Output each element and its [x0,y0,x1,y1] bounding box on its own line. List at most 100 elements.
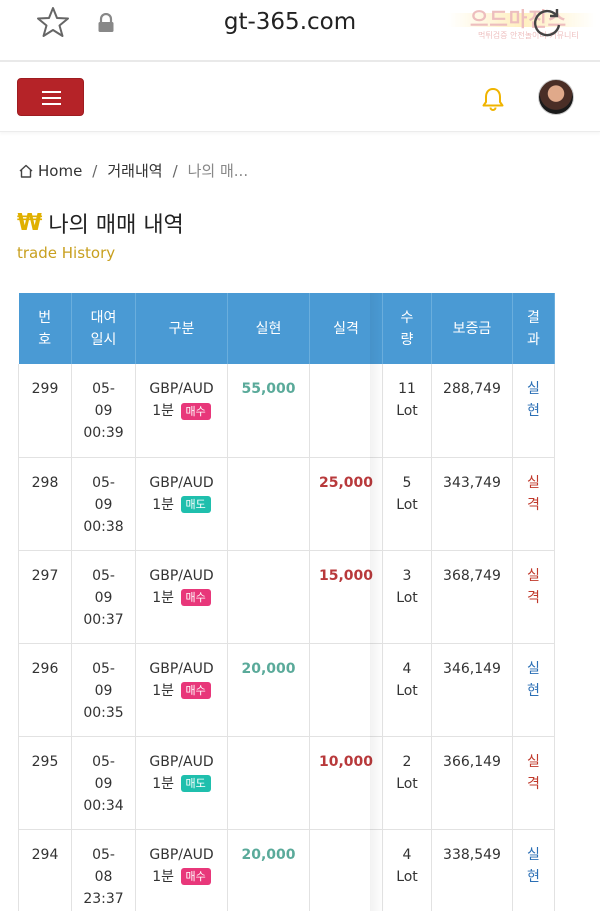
cell-no: 295 [18,736,72,830]
cell-loss: 15,000 [309,550,383,644]
avatar[interactable] [538,79,574,115]
reload-icon[interactable] [530,6,564,40]
cell-time: 05- 08 23:37 [71,829,136,911]
cell-qty: 3 Lot [382,550,432,644]
cell-period: 1분 [152,403,175,419]
cell-loss [309,829,383,911]
cell-loss: 25,000 [309,457,383,551]
side-badge: 매수 [180,402,211,420]
breadcrumb-current: 나의 매... [187,162,249,180]
cell-type: GBP/AUD 1분 매수 [135,550,228,644]
cell-pair: GBP/AUD [149,846,214,863]
cell-type: GBP/AUD 1분 매도 [135,736,228,830]
page-title-text: 나의 매매 내역 [48,213,184,238]
breadcrumb-trade-history[interactable]: 거래내역 [107,162,163,180]
side-badge: 매도 [180,496,211,513]
cell-type: GBP/AUD 1분 매도 [135,457,228,551]
side-badge: 매수 [180,868,211,885]
cell-period: 1분 [152,496,175,513]
cell-time: 05- 09 00:37 [71,550,136,644]
cell-loss [309,364,383,458]
breadcrumb-separator: / [92,161,98,180]
cell-no: 296 [18,643,72,737]
cell-deposit: 368,749 [431,550,513,644]
header-loss: 실격 [309,293,383,364]
won-icon: ₩ [17,210,43,236]
table-row: 299 05- 09 00:39 GBP/AUD 1분 매수 55,000 11 Lot 288,… [18,364,555,458]
url-text[interactable]: gt-365.com [223,9,357,35]
cell-loss [309,643,383,737]
watermark-logo: 으드마진스 먹튀검증 안전놀이터 커뮤니티 [448,3,598,43]
cell-qty: 2 Lot [382,736,432,830]
cell-profit: 20,000 [227,643,310,737]
page-subtitle: trade History [17,244,116,262]
cell-type: GBP/AUD 1분 매수 [135,364,228,458]
lock-icon[interactable] [97,13,115,33]
cell-qty: 5 Lot [382,457,432,551]
cell-deposit: 346,149 [431,643,513,737]
cell-time: 05- 09 00:34 [71,736,136,830]
cell-deposit: 366,149 [431,736,513,830]
cell-pair: GBP/AUD [149,660,214,677]
watermark-subtext: 먹튀검증 안전놀이터 커뮤니티 [478,31,579,40]
cell-profit: 55,000 [227,364,310,458]
cell-profit [227,457,310,551]
cell-qty: 4 Lot [382,643,432,737]
cell-pair: GBP/AUD [149,381,214,397]
table-row: 295 05- 09 00:34 GBP/AUD 1분 매도 10,000 2 Lot 366,1… [18,736,555,830]
cell-period: 1분 [152,868,175,885]
page-title: ₩ 나의 매매 내역 [17,207,184,239]
breadcrumb-separator: / [172,161,178,180]
cell-qty: 4 Lot [382,829,432,911]
breadcrumb-home[interactable]: Home [38,161,83,180]
side-badge: 매도 [180,775,211,792]
header-time: 대여 일시 [71,293,136,364]
cell-pair: GBP/AUD [149,474,214,491]
home-icon [19,164,33,178]
table-row: 297 05- 09 00:37 GBP/AUD 1분 매수 15,000 3 Lot 368,7… [18,550,555,644]
cell-period: 1분 [152,682,175,699]
header-profit: 실현 [227,293,310,364]
browser-divider [0,60,600,62]
side-badge: 매수 [180,589,211,606]
side-badge: 매수 [180,682,211,699]
cell-pair: GBP/AUD [149,567,214,584]
cell-time: 05- 09 00:39 [71,364,136,458]
cell-type: GBP/AUD 1분 매수 [135,829,228,911]
cell-no: 298 [18,457,72,551]
star-icon[interactable] [36,5,70,39]
cell-no: 299 [18,364,72,458]
table-row: 296 05- 09 00:35 GBP/AUD 1분 매수 20,000 4 Lot 346,1… [18,643,555,737]
cell-deposit: 288,749 [431,364,513,458]
cell-qty: 11 Lot [382,364,432,458]
cell-profit: 20,000 [227,829,310,911]
cell-time: 05- 09 00:38 [71,457,136,551]
cell-loss: 10,000 [309,736,383,830]
cell-type: GBP/AUD 1분 매수 [135,643,228,737]
app-header [0,62,600,132]
menu-button[interactable] [17,78,84,116]
cell-deposit: 343,749 [431,457,513,551]
table-row: 294 05- 08 23:37 GBP/AUD 1분 매수 20,000 4 Lot 338,5… [18,829,555,911]
cell-profit [227,736,310,830]
cell-deposit: 338,549 [431,829,513,911]
bell-icon[interactable] [481,86,505,112]
cell-period: 1분 [152,589,175,606]
table-row: 298 05- 09 00:38 GBP/AUD 1분 매도 25,000 5 Lot 343,7… [18,457,555,551]
cell-time: 05- 09 00:35 [71,643,136,737]
cell-profit [227,550,310,644]
cell-no: 297 [18,550,72,644]
cell-pair: GBP/AUD [149,753,214,770]
header-deposit: 보증금 [431,293,513,364]
browser-bar: gt-365.com 으드마진스 먹튀검증 안전놀이터 커뮤니티 [0,0,600,48]
header-type: 구분 [135,293,228,364]
